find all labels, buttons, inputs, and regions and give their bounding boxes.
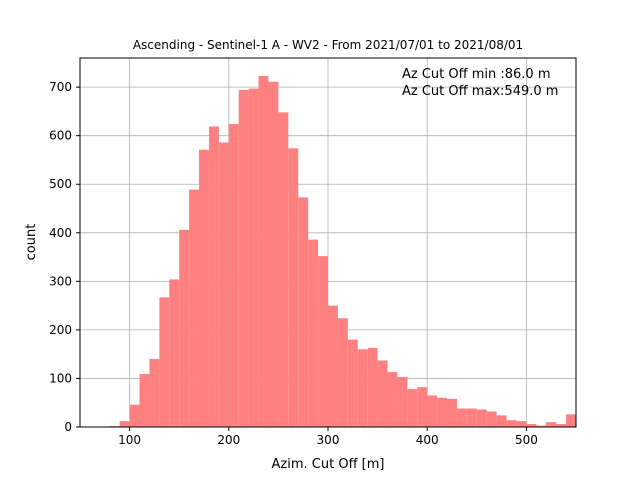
histogram-bar: [348, 340, 358, 427]
x-axis-label: Azim. Cut Off [m]: [272, 457, 385, 472]
histogram-bar: [169, 279, 179, 427]
histogram-bar: [328, 306, 338, 427]
histogram-bar: [467, 409, 477, 427]
x-tick-label: 100: [118, 433, 141, 447]
histogram-bar: [288, 148, 298, 427]
histogram-bar: [417, 387, 427, 427]
histogram-bar: [516, 421, 526, 427]
x-tick-label: 400: [416, 433, 439, 447]
y-tick-label: 300: [49, 274, 72, 288]
histogram-bar: [278, 112, 288, 427]
histogram-bar: [388, 372, 398, 427]
histogram-bar: [497, 415, 507, 427]
annotation-min: Az Cut Off min :86.0 m: [402, 67, 550, 82]
histogram-bar: [120, 421, 130, 427]
y-tick-label: 100: [49, 371, 72, 385]
histogram-bar: [427, 395, 437, 427]
histogram-bar: [507, 420, 517, 427]
histogram-bar: [447, 399, 457, 427]
histogram-bar: [259, 76, 269, 427]
histogram-bar: [378, 360, 388, 427]
histogram-bar: [140, 374, 150, 427]
histogram-bar: [487, 411, 497, 427]
histogram-bar: [179, 230, 189, 427]
histogram-bar: [189, 190, 199, 427]
histogram-bar: [219, 142, 229, 427]
y-tick-label: 0: [64, 420, 72, 434]
histogram-bar: [477, 410, 487, 427]
x-tick-label: 200: [217, 433, 240, 447]
histogram-bar: [338, 318, 348, 427]
histogram-bar: [308, 240, 318, 427]
x-tick-label: 300: [317, 433, 340, 447]
y-tick-label: 400: [49, 226, 72, 240]
histogram-bar: [199, 150, 209, 427]
histogram-bar: [149, 359, 159, 427]
y-axis-label: count: [24, 224, 39, 261]
histogram-bar: [229, 124, 239, 427]
histogram-bar: [209, 126, 219, 427]
chart-title: Ascending - Sentinel-1 A - WV2 - From 20…: [133, 38, 523, 52]
y-tick-label: 200: [49, 323, 72, 337]
histogram-bar: [298, 197, 308, 427]
histogram-bar: [249, 89, 259, 427]
histogram-bar: [239, 90, 249, 427]
histogram-bar: [546, 422, 556, 427]
histogram-bar: [368, 348, 378, 427]
histogram-bar: [566, 414, 576, 427]
histogram-bar: [130, 405, 140, 427]
histogram-bar: [358, 349, 368, 427]
histogram-bar: [437, 398, 447, 427]
y-tick-label: 500: [49, 177, 72, 191]
histogram-bar: [268, 82, 278, 427]
x-tick-label: 500: [515, 433, 538, 447]
annotation-max: Az Cut Off max:549.0 m: [402, 84, 558, 99]
histogram-bar: [397, 377, 407, 427]
y-tick-label: 600: [49, 129, 72, 143]
y-tick-label: 700: [49, 80, 72, 94]
histogram-bar: [159, 297, 169, 427]
histogram-bar: [457, 409, 467, 427]
histogram-bar: [318, 256, 328, 427]
histogram-bar: [407, 389, 417, 427]
